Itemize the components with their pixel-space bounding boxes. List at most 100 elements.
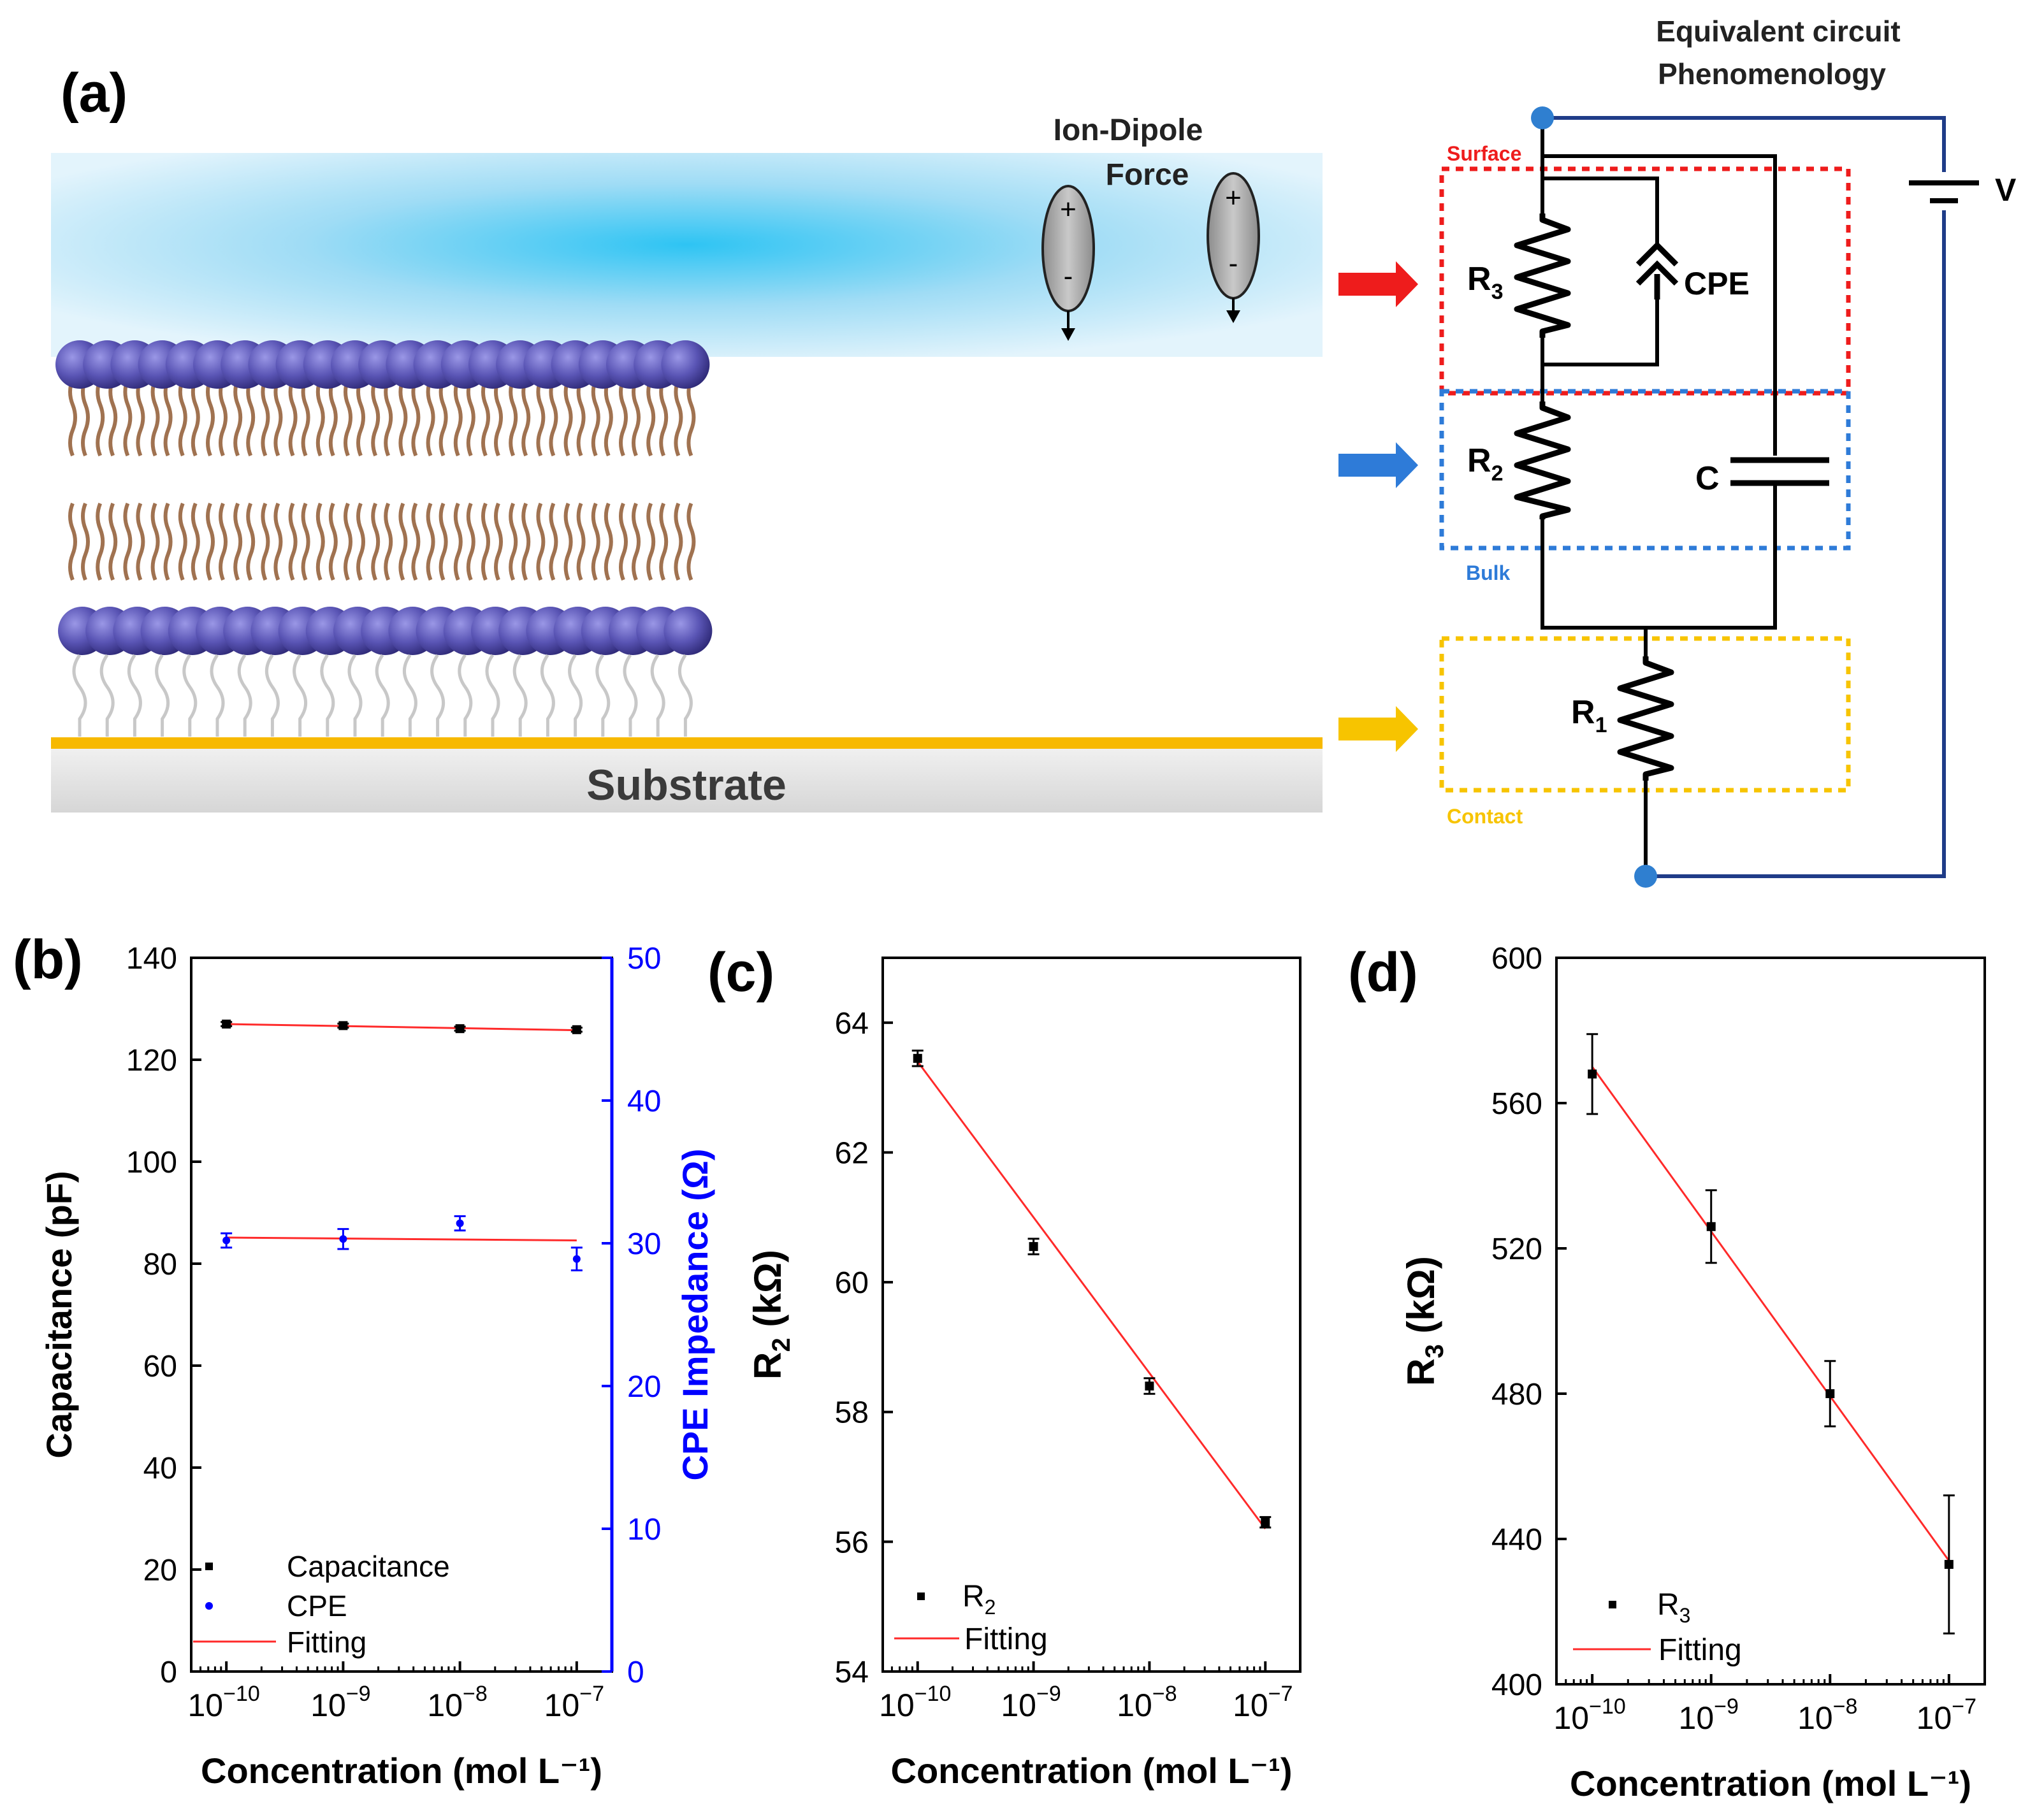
arrow-head bbox=[1396, 706, 1418, 752]
lipid-tail-lower bbox=[328, 502, 338, 581]
source-gap bbox=[1938, 172, 1950, 210]
lipid-tail-lower bbox=[576, 502, 586, 581]
lipid-tail-lower bbox=[674, 502, 683, 581]
panel-c-label: (c) bbox=[707, 942, 774, 1003]
lipid-tail-upper bbox=[96, 378, 105, 457]
contact-arrow bbox=[1338, 706, 1418, 752]
legend-symbol-r3 bbox=[1609, 1601, 1616, 1608]
wire-parallel-bottom bbox=[1541, 300, 1659, 366]
data-point bbox=[222, 1236, 231, 1245]
lipid-tail-upper bbox=[576, 378, 586, 457]
lipid-tail-upper bbox=[674, 378, 683, 457]
arrow-shaft bbox=[1338, 454, 1399, 477]
dipole-minus: - bbox=[1229, 248, 1238, 279]
circuit-title-1: Equivalent circuit bbox=[1656, 15, 1900, 48]
x-tick-label: 10−8 bbox=[1117, 1682, 1177, 1723]
fit-line-0 bbox=[226, 1023, 577, 1032]
lipid-tail-lower bbox=[315, 502, 325, 581]
lipid-tail-lower bbox=[549, 502, 558, 581]
lipid-tail-upper bbox=[233, 378, 243, 457]
lipid-tail-lower bbox=[466, 502, 475, 581]
lipid-tail-upper bbox=[646, 378, 656, 457]
x-tick-base: 10 bbox=[310, 1687, 346, 1723]
lipid-tail-lower bbox=[356, 502, 365, 581]
terminal-node-bottom bbox=[1634, 865, 1657, 888]
lipid-tail-lower bbox=[632, 502, 641, 581]
y2-tick-label: 30 bbox=[627, 1227, 661, 1261]
legend-label-fitting: Fitting bbox=[287, 1626, 366, 1659]
x-tick-exponent: −7 bbox=[579, 1682, 604, 1706]
tether-linker bbox=[430, 654, 446, 737]
y-tick-label: 100 bbox=[126, 1146, 177, 1180]
y-tick-label: 62 bbox=[835, 1136, 869, 1170]
contact-region-label: Contact bbox=[1447, 805, 1523, 828]
y-label-unit: (kΩ) bbox=[1400, 1256, 1442, 1344]
tether-linker bbox=[650, 654, 665, 737]
y2-tick-label: 0 bbox=[627, 1656, 644, 1689]
legend-label-fitting: Fitting bbox=[1658, 1633, 1742, 1667]
tether-linker bbox=[568, 654, 583, 737]
tether-linker bbox=[127, 654, 142, 737]
tether-linker bbox=[485, 654, 500, 737]
dipole-1: + - bbox=[1041, 185, 1095, 341]
lipid-tail-upper bbox=[191, 378, 200, 457]
x-axis-label: Concentration (mol L⁻¹) bbox=[201, 1751, 602, 1791]
y-tick-label: 58 bbox=[835, 1396, 869, 1430]
tether-linker bbox=[458, 654, 473, 737]
lipid-tail-lower bbox=[439, 502, 448, 581]
lipid-tail-lower bbox=[453, 502, 463, 581]
dipole-arrow-head bbox=[1226, 310, 1240, 323]
lipid-tail-upper bbox=[632, 378, 641, 457]
lipid-tail-upper bbox=[494, 378, 503, 457]
arrow-shaft bbox=[1338, 718, 1399, 740]
legend-r2-symbol: R bbox=[962, 1580, 985, 1614]
x-tick-exponent: −9 bbox=[346, 1682, 371, 1706]
gold-electrode bbox=[51, 737, 1323, 749]
voltage-source: V bbox=[1909, 172, 2017, 210]
lipid-tail-lower bbox=[81, 502, 90, 581]
lipid-tail-upper bbox=[178, 378, 187, 457]
panel-d-label: (d) bbox=[1348, 942, 1418, 1003]
lipid-tail-upper bbox=[150, 378, 160, 457]
x-tick-exponent: −8 bbox=[463, 1682, 488, 1706]
tether-linkers bbox=[72, 654, 693, 737]
y-tick-label: 120 bbox=[126, 1044, 177, 1078]
arrow-head bbox=[1396, 261, 1418, 307]
y2-tick-label: 10 bbox=[627, 1513, 661, 1547]
lipid-tail-lower bbox=[163, 502, 173, 581]
lipid-tail-lower bbox=[288, 502, 298, 581]
x-tick-label: 10−10 bbox=[879, 1682, 951, 1723]
lipid-tail-lower bbox=[371, 502, 381, 581]
y-tick-label: 520 bbox=[1491, 1232, 1542, 1266]
plot-frame bbox=[881, 957, 1301, 1673]
dipole-plus: + bbox=[1225, 182, 1242, 213]
x-tick-label: 10−7 bbox=[544, 1682, 604, 1723]
lipid-tail-upper bbox=[261, 378, 270, 457]
lipid-tail-upper bbox=[591, 378, 600, 457]
data-point bbox=[1944, 1559, 1954, 1569]
lipid-tail-upper bbox=[659, 378, 669, 457]
lipid-tail-lower bbox=[619, 502, 628, 581]
y-label-subscript: 2 bbox=[767, 1338, 795, 1352]
lipid-head-upper bbox=[661, 340, 710, 389]
y-label-unit: (kΩ) bbox=[746, 1250, 789, 1338]
lipid-tail-upper bbox=[549, 378, 558, 457]
wire-bottom-loop bbox=[1541, 484, 1777, 630]
y-label-subscript: 3 bbox=[1421, 1344, 1449, 1358]
lipid-tail-upper bbox=[521, 378, 531, 457]
voltage-label: V bbox=[1995, 172, 2017, 208]
panel-a-label: (a) bbox=[61, 62, 127, 124]
panel-b-label: (b) bbox=[13, 929, 83, 990]
lipid-tail-lower bbox=[108, 502, 118, 581]
x-tick-label: 10−9 bbox=[1001, 1682, 1061, 1723]
data-point bbox=[1029, 1242, 1038, 1252]
tether-linker bbox=[347, 654, 363, 737]
lipid-tail-lower bbox=[246, 502, 256, 581]
equivalent-circuit: Equivalent circuit Phenomenology Surface… bbox=[1439, 15, 2017, 888]
lipid-tail-upper bbox=[136, 378, 145, 457]
r1-label: R1 bbox=[1571, 694, 1607, 737]
tether-linker bbox=[72, 654, 87, 737]
y2-tick-label: 40 bbox=[627, 1085, 661, 1118]
